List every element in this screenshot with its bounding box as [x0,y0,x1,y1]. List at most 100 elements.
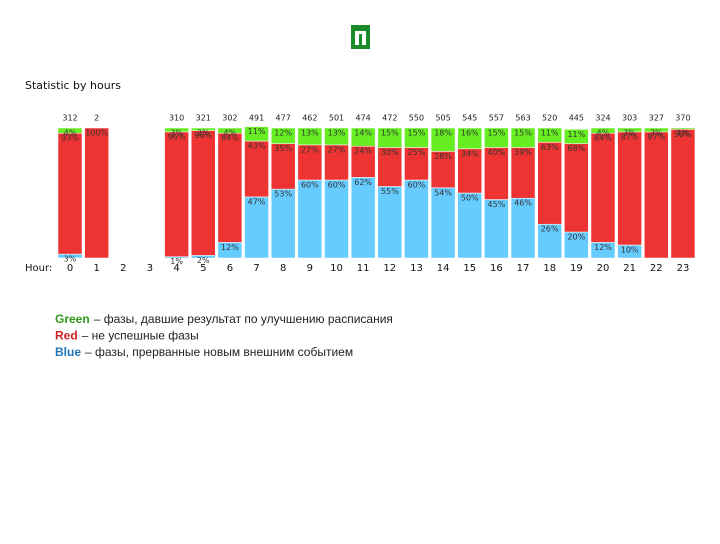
x-tick-label: 9 [307,263,313,274]
bar-segment [324,144,349,181]
bar-segment [404,127,429,148]
total-label: 472 [382,114,397,123]
bar-segment [350,127,376,147]
bar-segment [430,127,456,152]
bar-segment [297,127,323,146]
value-label: 46% [514,199,532,208]
value-label: 3% [170,129,183,138]
value-label: 60% [301,181,319,190]
total-label: 303 [622,114,637,123]
value-label: 93% [61,134,79,143]
value-label: 12% [221,243,239,252]
legend-description: – фазы, прерванные новым внешним событие… [85,345,353,359]
x-tick-label: 3 [147,263,153,274]
total-label: 312 [62,114,77,123]
value-label: 39% [514,148,532,157]
x-tick-label: 11 [357,263,370,274]
bar-segment [670,127,696,130]
value-label: 12% [274,129,292,138]
bar-segment [510,127,536,148]
value-label: 26% [541,225,559,234]
value-label: 96% [194,131,212,140]
bar-segment [270,188,296,259]
bar-segment [377,147,403,187]
x-tick-label: 13 [410,263,423,274]
bar-segment [57,127,83,134]
value-label: 97% [647,132,665,141]
value-label: 13% [301,129,319,138]
bar-segment [191,127,216,131]
value-label: 40% [488,148,506,157]
total-label: 550 [409,114,424,123]
value-label: 62% [354,178,372,187]
bar-segment [244,140,269,198]
value-label: 28% [434,152,452,161]
bar-segment [564,129,589,144]
bar-segment [484,199,509,259]
value-label: 3% [623,129,636,138]
value-label: 15% [488,129,506,138]
bar-segment [217,132,243,243]
bar-segment [457,192,482,259]
bar-segment [670,129,696,259]
value-label: 11% [248,127,266,136]
bar-segment [270,127,296,144]
bar-segment [644,127,669,133]
value-label: 4% [597,129,610,138]
value-label: 3% [650,129,663,138]
bar-segment [617,127,642,133]
value-label: 13% [328,129,346,138]
legend-description: – не успешные фазы [82,329,199,343]
value-label: 15% [514,129,532,138]
value-label: 96% [168,132,186,141]
chart-title: Statistic by hours [25,79,121,92]
bar-segment [404,147,429,181]
total-label: 505 [435,114,450,123]
bar-segment [484,127,509,148]
bar-segment [430,187,456,259]
value-label: 1% [677,129,690,138]
value-label: 100% [85,129,108,138]
logo [351,25,370,49]
bar-segment [537,127,562,143]
value-label: 24% [354,147,372,156]
x-tick-label: 21 [623,263,636,274]
legend-entry: Red – не успешные фазы [55,329,199,343]
bar-segment [564,143,589,233]
value-label: 60% [408,181,426,190]
total-label: 520 [542,114,557,123]
total-label: 310 [169,114,184,123]
bar-segment [244,196,269,259]
bar-segment [644,131,669,259]
value-label: 3% [64,255,77,264]
value-label: 11% [567,130,585,139]
bar-segment [270,143,296,190]
bar-segment [84,127,109,259]
value-label: 47% [248,197,266,206]
bar-segment [377,186,403,259]
value-label: 27% [328,145,346,154]
x-tick-label: 20 [597,263,610,274]
bar-segment [297,179,323,259]
total-label: 327 [649,114,664,123]
value-label: 87% [621,132,639,141]
value-label: 18% [434,129,452,138]
bar-segment [537,142,562,225]
x-tick-label: 6 [227,263,233,274]
value-label: 84% [594,134,612,143]
value-label: 68% [567,144,585,153]
value-label: 84% [221,134,239,143]
x-tick-label: 18 [543,263,556,274]
x-tick-label: 5 [200,263,206,274]
value-label: 2% [197,256,210,265]
bar-segment [617,131,642,246]
bar-segment [164,127,189,133]
bar-segment [324,127,349,146]
bar-segment [510,147,536,199]
bar-segment [484,147,509,200]
x-tick-label: 2 [120,263,126,274]
x-tick-label: 8 [280,263,286,274]
bar-segment [537,223,562,259]
bar-segment [297,144,323,181]
